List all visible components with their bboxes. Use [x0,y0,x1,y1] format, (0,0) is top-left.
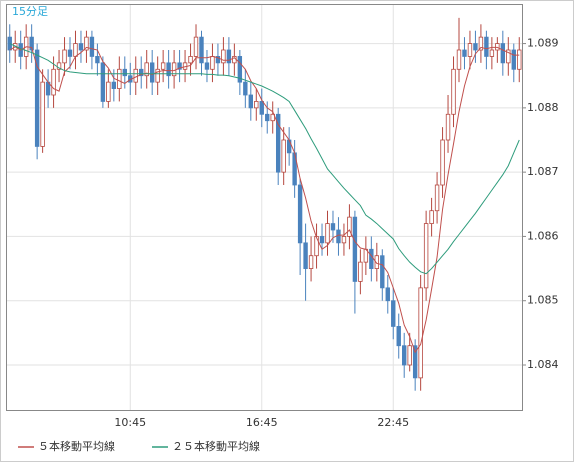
candle-body [95,56,100,64]
candle-body [204,62,210,70]
candle-body [139,68,144,77]
candle-body [308,255,314,269]
legend-label: ５本移動平均線 [38,439,115,453]
candle-body [358,261,363,282]
candle-body [489,49,495,57]
candle-body [155,68,160,83]
candle-body [51,68,56,96]
candle-body [106,81,111,102]
plot-area [6,4,523,411]
candle-body [484,36,489,57]
y-tick-label: 1.085 [527,294,559,307]
candle-body [325,223,330,244]
candle-body [412,345,418,379]
candle-body [73,43,78,57]
y-tick-label: 1.084 [527,358,559,371]
candle-body [254,101,259,109]
candle-body [62,49,67,64]
candle-body [478,36,484,51]
candle-body [221,49,226,64]
moving-average-line [9,46,520,354]
candle-body [226,49,232,64]
candle-body [160,62,166,70]
candle-body [423,223,429,289]
y-tick-label: 1.088 [527,101,559,114]
candle-body [122,68,127,77]
candle-body [352,216,358,282]
candle-body [374,255,380,269]
candle-body [336,229,341,244]
candle-body [248,94,254,109]
candle-body [166,62,171,77]
candle-body [144,62,149,77]
candle-body [347,216,352,237]
candle-body [237,56,243,83]
candle-body [210,56,215,70]
candle-body [467,43,473,57]
candle-body [462,49,467,57]
candle-body [369,248,374,269]
y-tick-label: 1.087 [527,165,559,178]
candle-body [40,81,45,147]
candle-body [111,81,117,89]
candle-body [281,139,286,173]
candle-body [380,255,385,289]
candle-body [177,62,182,70]
candle-body [243,81,248,96]
candle-body [193,36,199,57]
candle-body [117,68,122,89]
legend-label: ２５本移動平均線 [172,439,260,453]
x-tick-label: 16:45 [246,416,278,429]
candle-body [500,43,506,64]
candle-body [506,49,511,64]
candle-body [133,68,138,83]
candle-body [517,49,522,70]
candle-body [297,184,303,244]
candle-body [319,236,325,244]
candle-body [391,300,396,327]
candle-body [89,36,95,57]
candle-body [199,36,204,64]
candle-body [402,345,407,366]
x-tick-label: 22:45 [377,416,409,429]
candle-body [84,36,89,51]
candle-body [429,210,434,224]
chart-title: 15分足 [12,5,48,18]
candle-body [407,345,412,366]
candle-body [275,113,281,173]
candle-body [56,62,62,70]
x-tick-label: 10:45 [114,416,146,429]
candle-body [451,68,456,115]
candle-body [434,184,440,212]
candle-body [341,236,347,244]
candle-body [303,242,308,269]
candle-body [456,49,462,70]
y-tick-label: 1.086 [527,229,559,242]
candle-body [385,287,390,302]
candle-body [188,56,193,64]
candle-body [215,56,221,64]
candle-body [34,49,40,147]
candle-body [78,43,84,51]
candle-body [149,62,155,83]
candle-body [495,43,500,51]
candle-body [270,113,275,122]
candle-body [445,113,451,141]
candle-body [265,113,270,122]
candle-body [418,287,423,379]
moving-average-line [9,43,520,275]
candle-body [396,326,401,347]
candle-body [473,43,478,51]
candle-body [440,139,445,186]
candle-body [29,36,34,51]
candle-body [67,49,73,57]
candle-body [259,101,264,115]
y-tick-label: 1.089 [527,37,559,50]
candle-body [100,62,106,102]
candle-body [330,223,336,231]
candle-body [511,49,516,70]
